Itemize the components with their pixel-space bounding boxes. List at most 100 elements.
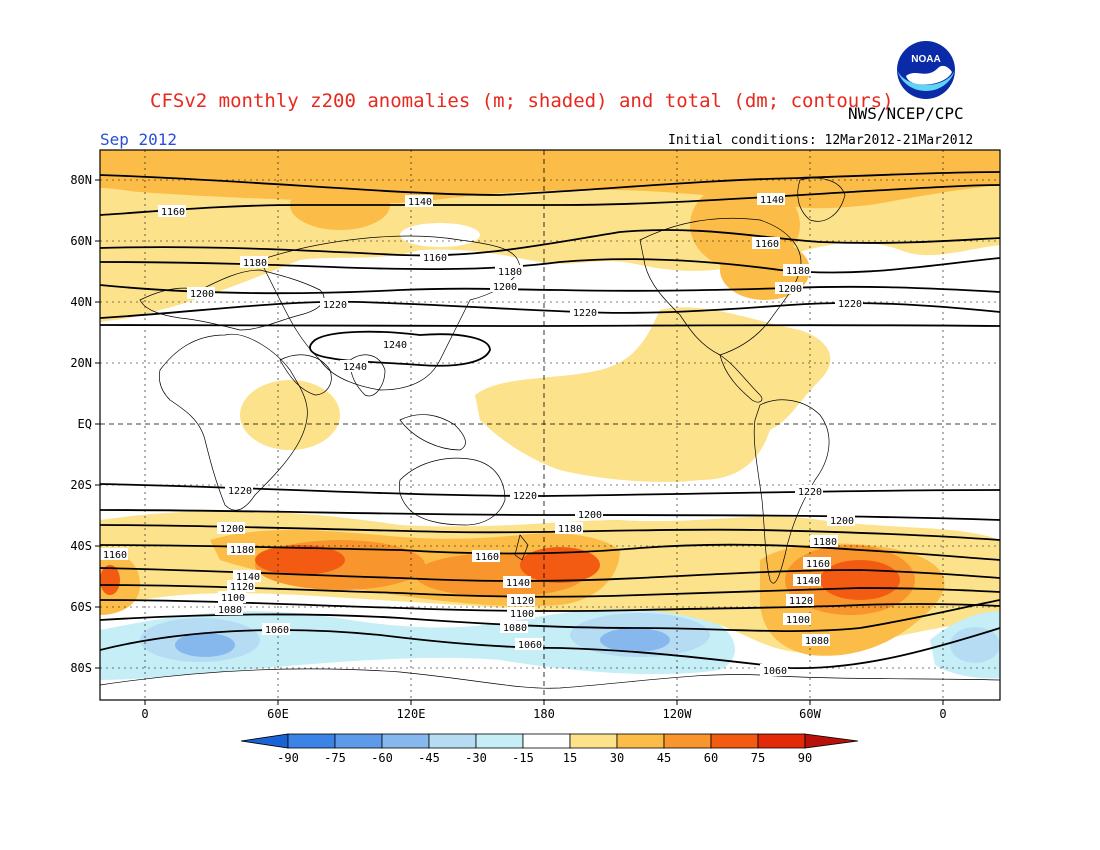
contour-label: 1160 [475,552,499,563]
lat-label: 40S [70,539,92,553]
contour-label: 1140 [408,197,432,208]
contour-label: 1060 [265,625,289,636]
contour-1140-north [100,171,1000,196]
colorbar-arrow-left [240,733,289,749]
colorbar-label: 60 [704,751,718,765]
contour-label: 1220 [513,491,537,502]
lon-label: 0 [141,707,148,721]
contour-label: 1080 [503,623,527,634]
contour-1080 [100,599,1000,633]
contour-label: 1180 [243,258,267,269]
contour-label: 1180 [786,266,810,277]
colorbar-bin [569,733,618,749]
contour-label: 1180 [230,545,254,556]
initial-conditions: Initial conditions: 12Mar2012-21Mar2012 [668,133,974,148]
lat-label: 20S [70,478,92,492]
contour-1100 [100,599,1000,612]
colorbar-arrow-right [804,733,859,749]
contour-label: 1120 [510,596,534,607]
colorbar [240,733,859,749]
forecast-month: Sep 2012 [100,130,178,149]
lon-label: 60E [267,707,289,721]
contour-label: 1240 [383,340,407,351]
contour-label: 1080 [218,605,242,616]
colorbar-label: 90 [798,751,812,765]
colorbar-bin [616,733,665,749]
contour-1140-south [100,567,1000,582]
colorbar-label: 75 [751,751,765,765]
colorbar-label: 15 [563,751,577,765]
lon-label: 120W [663,707,693,721]
contour-label: 1160 [423,253,447,264]
lat-label: 80S [70,661,92,675]
contour-label: 1060 [763,666,787,677]
colorbar-bin [757,733,806,749]
contour-label: 1220 [573,308,597,319]
contour-1160 [100,229,1000,257]
contour-1240 [309,330,491,367]
colorbar-bin [334,733,383,749]
colorbar-label: -30 [465,751,487,765]
contour-label: 1200 [493,282,517,293]
contour-label: 1080 [805,636,829,647]
contour-label: 1220 [798,487,822,498]
contour-label: 1160 [755,239,779,250]
contour-label: 1100 [786,615,810,626]
contour-label: 1220 [838,299,862,310]
contour-label: 1220 [323,300,347,311]
contour-label: 1140 [506,578,530,589]
contour-1120 [100,584,1000,598]
agency-label: NWS/NCEP/CPC [848,104,964,123]
colorbar-bin [710,733,759,749]
contour-label: 1120 [789,596,813,607]
colorbar-label: 30 [610,751,624,765]
colorbar-bin [287,733,336,749]
contour-label: 1180 [813,537,837,548]
contour-label: 1160 [103,550,127,561]
contour-label: 1180 [558,524,582,535]
contour-1200 [100,284,1000,295]
contour-label: 1200 [578,510,602,521]
chart-title: CFSv2 monthly z200 anomalies (m; shaded)… [150,90,894,112]
contour-label: 1060 [518,640,542,651]
contour-label: 1120 [230,582,254,593]
contour-1200-south [100,509,1000,521]
contour-label: 1220 [228,486,252,497]
contour-label: 1200 [778,284,802,295]
contour-1140-mid [100,184,1000,216]
lon-label: 180 [533,707,555,721]
colorbar-label: -45 [418,751,440,765]
contour-label: 1200 [190,289,214,300]
contour-line-top [100,324,1000,327]
longitude-axis: 0 60E 120E 180 120W 60W 0 [141,700,947,721]
contour-1180 [100,257,1000,274]
colorbar-bin [663,733,712,749]
contour-labels: 1140 1140 1160 1160 1160 1180 1180 1180 … [100,193,863,677]
colorbar-label: -15 [512,751,534,765]
colorbar-labels: -90 -75 -60 -45 -30 -15 15 30 45 60 75 9… [277,751,812,765]
lat-label: 60S [70,600,92,614]
lon-label: 60W [799,707,821,721]
lat-label: 60N [70,234,92,248]
anomaly-shading: 1140 1140 1160 1160 1160 1180 1180 1180 … [100,150,1000,700]
colorbar-label: -90 [277,751,299,765]
contour-label: 1140 [760,195,784,206]
contour-label: 1100 [221,593,245,604]
lat-label: 20N [70,356,92,370]
colorbar-label: -75 [324,751,346,765]
colorbar-bin [428,733,477,749]
lat-label: 80N [70,173,92,187]
colorbar-label: -60 [371,751,393,765]
lat-label: 40N [70,295,92,309]
colorbar-bin [381,733,430,749]
colorbar-bin [522,733,571,749]
contour-label: 1240 [343,362,367,373]
colorbar-bin [475,733,524,749]
contour-label: 1140 [236,572,260,583]
latitude-axis: 80N 60N 40N 20N EQ 20S 40S 60S 80S [70,173,100,675]
noaa-logo-text: NOAA [911,54,940,65]
map-frame [99,149,1001,701]
contour-1160-south [100,543,1000,561]
